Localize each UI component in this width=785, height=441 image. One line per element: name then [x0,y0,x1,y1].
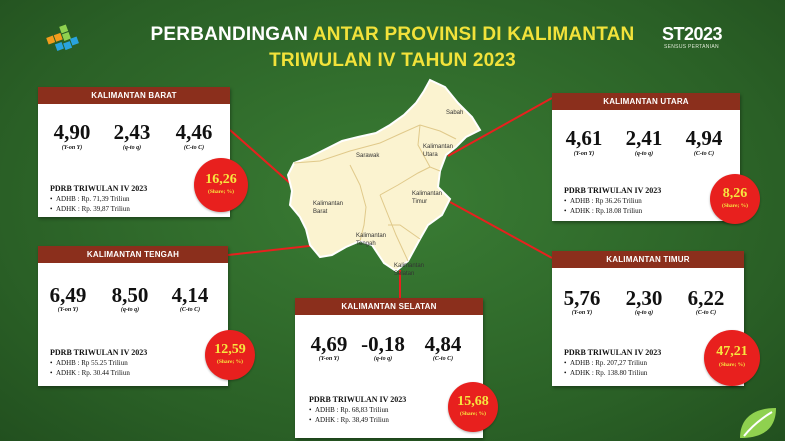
adhk-value: • ADHK : Rp. 30.44 Triliun [50,369,130,377]
adhk-value: • ADHK : Rp.18.08 Triliun [564,207,643,215]
bps-logo-icon [46,24,79,51]
adhb-value: • ADHB : Rp 55.25 Triliun [50,359,128,367]
connector-timur [449,201,553,259]
adhb-value: • ADHB : Rp. 207,27 Triliun [564,359,647,367]
pdrb-title: PDRB TRIWULAN IV 2023 [50,184,148,193]
label-qtq: (q-to q) [120,307,140,313]
label-yoy: (Y-on Y) [61,145,83,151]
map-label-kalimantan-utara: Kalimantan Utara [423,144,454,158]
share-label: (Share; %) [721,203,749,209]
label-ctc: (C-to C) [432,356,454,362]
value-ctc: 4,46 [175,120,213,144]
label-ctc: (C-to C) [179,307,201,313]
card-kalimantan-timur: KALIMANTAN TIMUR 5,76 2,30 6,22 (Y-on Y)… [552,251,744,386]
value-yoy: 5,76 [563,286,601,310]
map-outline [286,78,482,273]
label-yoy: (Y-on Y) [57,307,79,313]
connector-tengah [227,244,319,256]
share-value: 16,26 [205,172,237,187]
share-circle-kalimantan-selatan: 15,68 (Share; %) [448,382,498,432]
map-label-kalimantan-barat: Kalimantan Barat [313,201,344,215]
share-circle-kalimantan-barat: 16,26 (Share; %) [194,158,248,212]
map-border-sarawak [293,124,421,164]
share-label: (Share; %) [216,359,244,365]
share-label: (Share; %) [207,189,235,195]
connector-utara [447,97,553,157]
map-label-kalimantan-selatan: Kalimantan Selatan [394,263,425,277]
value-yoy: 6,49 [49,283,87,307]
pdrb-title: PDRB TRIWULAN IV 2023 [50,348,148,357]
share-label: (Share; %) [459,411,487,417]
map-border-utara [417,124,441,172]
label-ctc: (C-to C) [183,145,205,151]
adhk-value: • ADHK : Rp. 39,87 Triliun [50,205,130,213]
map-label-sarawak: Sarawak [356,153,380,159]
adhb-value: • ADHB : Rp. 68,83 Triliun [309,406,389,414]
adhb-value: • ADHB : Rp. 71,39 Triliun [50,195,130,203]
label-yoy: (Y-on Y) [318,356,340,362]
st2023-logo: ST2023 SENSUS PERTANIAN [662,24,744,54]
map-label-kalimantan-timur: Kalimantan Timur [412,191,443,205]
card-title: KALIMANTAN SELATAN [295,298,483,315]
st2023-logo-subtext: SENSUS PERTANIAN [664,44,719,50]
share-circle-kalimantan-utara: 8,26 (Share; %) [710,174,760,224]
value-qtq: 2,43 [113,120,151,144]
card-title: KALIMANTAN TIMUR [552,251,744,268]
map-border-sabah [419,124,457,140]
share-value: 8,26 [722,186,748,201]
value-ctc: 4,94 [685,126,723,150]
value-yoy: 4,69 [310,332,348,356]
label-qtq: (q-to q) [373,356,393,362]
pdrb-title: PDRB TRIWULAN IV 2023 [564,348,662,357]
value-yoy: 4,61 [565,126,603,150]
card-title: KALIMANTAN BARAT [38,87,230,104]
adhk-value: • ADHK : Rp. 138.80 Triliun [564,369,648,377]
value-yoy: 4,90 [53,120,91,144]
share-value: 47,21 [716,344,748,359]
page-title-line1: PERBANDINGAN ANTAR PROVINSI DI KALIMANTA… [150,24,635,45]
card-kalimantan-utara: KALIMANTAN UTARA 4,61 2,41 4,94 (Y-on Y)… [552,93,740,221]
share-circle-kalimantan-tengah: 12,59 (Share; %) [205,330,255,380]
map-label-kalimantan-tengah: Kalimantan Tengah [356,233,387,247]
value-ctc: 4,14 [171,283,209,307]
value-ctc: 4,84 [424,332,462,356]
kalimantan-map [286,78,482,273]
value-qtq: 2,41 [625,126,663,150]
value-ctc: 6,22 [687,286,725,310]
card-kalimantan-barat: KALIMANTAN BARAT 4,90 2,43 4,46 (Y-on Y)… [38,87,230,217]
page-title-line2: TRIWULAN IV TAHUN 2023 [269,50,516,71]
label-ctc: (C-to C) [693,151,715,157]
map-border-timur [379,166,431,196]
card-title: KALIMANTAN TENGAH [38,246,228,263]
map-border-barat [349,164,367,242]
st2023-logo-text: ST2023 [662,24,723,44]
share-circle-kalimantan-timur: 47,21 (Share; %) [704,330,760,386]
pdrb-title: PDRB TRIWULAN IV 2023 [309,395,407,404]
adhk-value: • ADHK : Rp. 38,49 Triliun [309,416,389,424]
label-ctc: (C-to C) [695,310,717,316]
label-yoy: (Y-on Y) [573,151,595,157]
value-qtq: 8,50 [111,283,149,307]
map-border-selatan [388,224,421,240]
adhb-value: • ADHB : Rp 36.26 Triliun [564,197,642,205]
value-qtq: 2,30 [625,286,663,310]
share-value: 15,68 [457,394,489,409]
label-yoy: (Y-on Y) [571,310,593,316]
share-label: (Share; %) [718,362,746,368]
label-qtq: (q-to q) [122,145,142,151]
map-label-sabah: Sabah [446,110,464,116]
pdrb-title: PDRB TRIWULAN IV 2023 [564,186,662,195]
value-qtq: -0,18 [361,332,405,356]
label-qtq: (q-to q) [634,310,654,316]
card-kalimantan-tengah: KALIMANTAN TENGAH 6,49 8,50 4,14 (Y-on Y… [38,246,228,386]
share-value: 12,59 [214,342,246,357]
leaf-icon [740,408,776,438]
card-title: KALIMANTAN UTARA [552,93,740,110]
label-qtq: (q-to q) [634,151,654,157]
